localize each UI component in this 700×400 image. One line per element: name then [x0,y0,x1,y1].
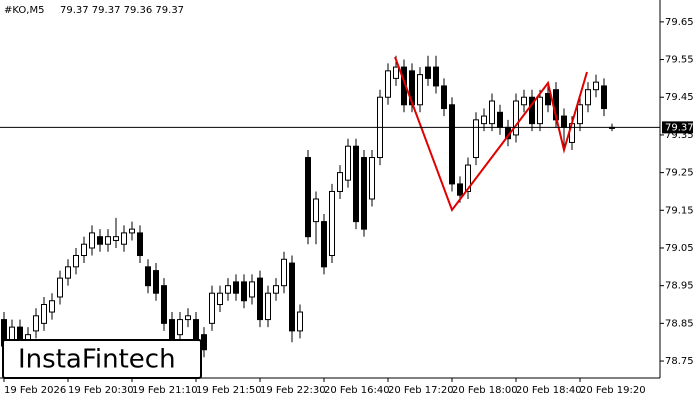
y-tick-label: 78.95 [665,281,694,292]
candle-body [225,285,231,294]
candle-body [113,236,119,241]
candle-body [345,145,351,181]
candle-body [49,300,55,313]
candle-body [273,285,279,294]
y-tick-label: 79.45 [665,92,694,103]
x-tick-label: 19 Feb 21:10 [132,385,198,396]
candle-body [289,262,295,332]
candle-body [105,236,111,245]
candle-body [305,157,311,238]
candle-body [297,311,303,332]
candle-body [97,236,103,245]
x-tick-label: 19 Feb 21:50 [196,385,262,396]
candle-body [217,292,223,306]
candle-body [497,111,503,128]
candle-body [145,266,151,287]
candle-body [465,164,471,192]
candle-body [233,281,239,294]
candle-body [65,266,71,279]
candle-body [593,81,599,91]
candle-body [425,66,431,79]
symbol: #KO,M5 [4,5,44,16]
pattern-line [394,56,588,213]
candle-body [473,119,479,159]
candle-body [601,85,607,110]
candle-body [417,74,423,106]
watermark: InstaFintech [18,345,176,375]
candle-body [481,115,487,125]
candle-body [321,221,327,268]
candle-body [257,277,263,321]
candle-body [433,66,439,87]
candle-body [281,258,287,287]
x-tick-label: 20 Feb 18:00 [452,385,518,396]
watermark-box [2,339,202,379]
candle-body [385,70,391,98]
y-tick-label: 79.55 [665,55,694,66]
candle-body [137,232,143,257]
x-tick-label: 19 Feb 22:30 [260,385,326,396]
candle-body [89,232,95,249]
candle-body [441,85,447,110]
candle-body [33,315,39,332]
candle-body [121,232,127,245]
candle-body [457,183,463,196]
candle-body [241,281,247,302]
candle-body [329,190,335,257]
candle-body [489,100,495,125]
candle-body [577,104,583,125]
candle-body [369,157,375,200]
candle-body [449,104,455,185]
candle-body [209,292,215,324]
last-price-box [662,121,693,134]
candle-body [249,281,255,298]
last-price-label: 79.37 [665,122,694,133]
candle-body [161,285,167,324]
y-tick-label: 79.25 [665,168,694,179]
candle-body [545,92,551,106]
candle-body [265,292,271,321]
x-tick-label: 20 Feb 16:40 [324,385,390,396]
candle-body [361,157,367,230]
x-tick-label: 20 Feb 17:20 [388,385,454,396]
candle-body [193,319,199,343]
candle-body [561,115,567,128]
y-tick-label: 79.05 [665,243,694,254]
candle-body [529,96,535,125]
candle-body [585,89,591,106]
candle-body [177,319,183,336]
candle-body [57,277,63,298]
candle-body [513,100,519,136]
candle-body [537,96,543,125]
candle-body [73,255,79,268]
candle-body [81,243,87,257]
candle-body [185,315,191,321]
candle-body [521,96,527,106]
candle-body [41,304,47,324]
y-tick-label: 78.75 [665,356,694,367]
y-tick-label: 79.35 [665,130,694,141]
y-tick-label: 79.15 [665,205,694,216]
x-tick-label: 20 Feb 18:40 [516,385,582,396]
candle-body [393,66,399,79]
y-tick-label: 78.85 [665,318,694,329]
x-tick-label: 19 Feb 20:30 [68,385,134,396]
candle-body [313,198,319,223]
quote: 79.37 79.37 79.36 79.37 [60,5,184,16]
x-tick-label: 20 Feb 19:20 [580,385,646,396]
candle-body [353,145,359,223]
candle-body [129,228,135,234]
candle-body [201,334,207,351]
y-tick-label: 79.65 [665,17,694,28]
candle-body [153,270,159,294]
x-tick-label: 19 Feb 2026 [4,385,66,396]
candle-body [337,172,343,192]
